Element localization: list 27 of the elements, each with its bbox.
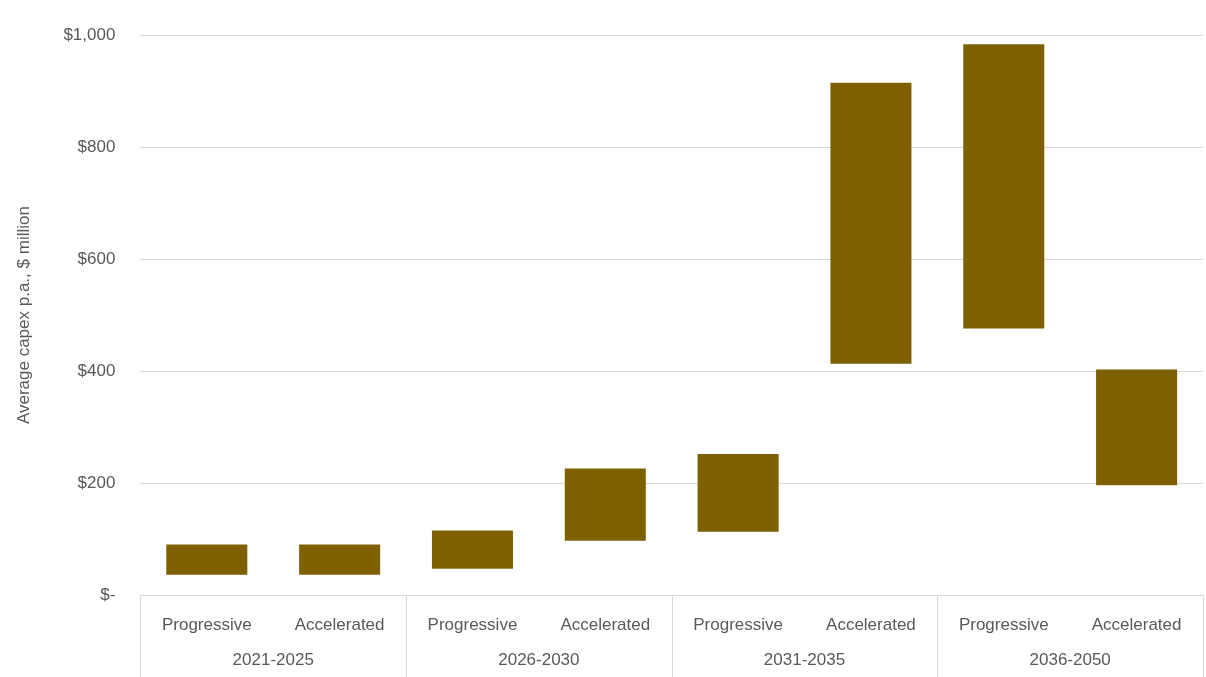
x-tick-label: Accelerated — [560, 614, 651, 634]
x-tick-label: Accelerated — [294, 614, 385, 634]
bar — [166, 544, 248, 575]
text: 2026-2030 — [498, 649, 580, 669]
bar — [1096, 369, 1178, 486]
bar — [697, 453, 779, 532]
text: 2021-2025 — [232, 649, 314, 669]
y-tick-label: $200 — [77, 472, 116, 492]
y-tick-label: $- — [100, 584, 116, 604]
bar — [963, 44, 1045, 329]
y-tick-label: $400 — [77, 360, 116, 380]
y-tick-label: $600 — [77, 248, 116, 268]
y-tick-label: $1,000 — [63, 24, 116, 44]
bar — [830, 82, 912, 364]
x-tick-label: Progressive — [693, 614, 783, 634]
x-tick-label: Progressive — [958, 614, 1049, 634]
x-tick-label: Accelerated — [1091, 614, 1182, 634]
bar — [299, 544, 381, 575]
x-tick-label: Accelerated — [826, 614, 916, 634]
bar — [431, 530, 513, 569]
text: 2031-2035 — [763, 649, 846, 669]
text: 2036-2050 — [1029, 649, 1111, 669]
y-axis-title: Average capex p.a., $ million — [13, 206, 33, 425]
x-tick-label: Progressive — [161, 614, 252, 634]
x-tick-label: Progressive — [427, 614, 518, 634]
bar — [564, 468, 646, 541]
y-tick-label: $800 — [77, 136, 116, 156]
